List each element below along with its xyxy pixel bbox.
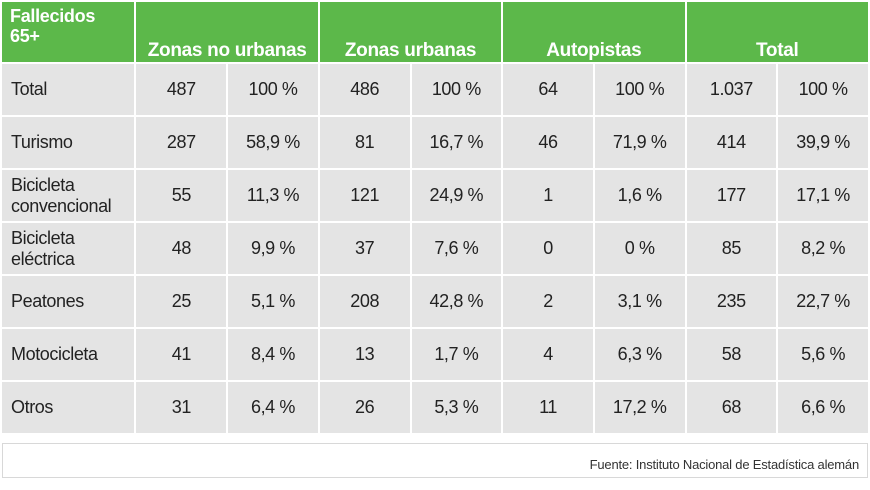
percent-cell: 6,6 %	[778, 382, 868, 433]
count-cell: 121	[319, 170, 410, 221]
count-cell: 208	[319, 276, 410, 327]
header-zonas-urbanas: Zonas urbanas	[319, 2, 502, 62]
percent-cell: 71,9 %	[594, 117, 685, 168]
percent-cell: 22,7 %	[778, 276, 868, 327]
table-footer: Fuente: Instituto Nacional de Estadístic…	[2, 443, 868, 478]
percent-cell: 42,8 %	[411, 276, 502, 327]
percent-cell: 58,9 %	[228, 117, 318, 168]
count-cell: 81	[319, 117, 410, 168]
table-row: Peatones 25 5,1 % 208 42,8 % 2 3,1 % 235 22,7 %	[2, 276, 868, 327]
row-label: Turismo	[2, 117, 135, 168]
count-cell: 55	[136, 170, 227, 221]
percent-cell: 16,7 %	[411, 117, 502, 168]
row-label: Motocicleta	[2, 329, 135, 380]
header-corner-line2: 65+	[10, 26, 40, 46]
percent-cell: 7,6 %	[411, 223, 502, 274]
table-header-row: Fallecidos 65+ Zonas no urbanas Zonas ur…	[2, 2, 868, 62]
percent-cell: 100 %	[411, 64, 502, 115]
count-cell: 46	[503, 117, 593, 168]
percent-cell: 100 %	[778, 64, 868, 115]
table-row: Otros 31 6,4 % 26 5,3 % 11 17,2 % 68 6,6 %	[2, 382, 868, 433]
count-cell: 58	[686, 329, 777, 380]
header-corner: Fallecidos 65+	[2, 2, 135, 62]
header-total: Total	[686, 2, 868, 62]
percent-cell: 0 %	[594, 223, 685, 274]
table-body: Total 487 100 % 486 100 % 64 100 % 1.037 100 % Tu…	[2, 64, 868, 433]
count-cell: 486	[319, 64, 410, 115]
count-cell: 235	[686, 276, 777, 327]
count-cell: 13	[319, 329, 410, 380]
count-cell: 64	[503, 64, 593, 115]
count-cell: 4	[503, 329, 593, 380]
percent-cell: 8,4 %	[228, 329, 318, 380]
count-cell: 487	[136, 64, 227, 115]
percent-cell: 5,6 %	[778, 329, 868, 380]
row-label: Bicicleta eléctrica	[2, 223, 135, 274]
fatalities-table: Fallecidos 65+ Zonas no urbanas Zonas ur…	[2, 2, 868, 433]
count-cell: 287	[136, 117, 227, 168]
percent-cell: 8,2 %	[778, 223, 868, 274]
table-row: Turismo 287 58,9 % 81 16,7 % 46 71,9 % 414 39,9 …	[2, 117, 868, 168]
count-cell: 26	[319, 382, 410, 433]
header-zonas-no-urbanas: Zonas no urbanas	[136, 2, 318, 62]
table-row: Total 487 100 % 486 100 % 64 100 % 1.037 100 %	[2, 64, 868, 115]
count-cell: 11	[503, 382, 593, 433]
count-cell: 85	[686, 223, 777, 274]
count-cell: 0	[503, 223, 593, 274]
count-cell: 1.037	[686, 64, 777, 115]
count-cell: 1	[503, 170, 593, 221]
source-note: Fuente: Instituto Nacional de Estadístic…	[589, 457, 860, 472]
percent-cell: 6,3 %	[594, 329, 685, 380]
percent-cell: 6,4 %	[228, 382, 318, 433]
percent-cell: 100 %	[228, 64, 318, 115]
percent-cell: 1,6 %	[594, 170, 685, 221]
header-corner-line1: Fallecidos	[10, 6, 96, 26]
count-cell: 414	[686, 117, 777, 168]
table-row: Bicicleta convencional 55 11,3 % 121 24,9 % 1…	[2, 170, 868, 221]
percent-cell: 1,7 %	[411, 329, 502, 380]
count-cell: 2	[503, 276, 593, 327]
percent-cell: 39,9 %	[778, 117, 868, 168]
count-cell: 68	[686, 382, 777, 433]
table-row: Bicicleta eléctrica 48 9,9 % 37 7,6 % 0 0 % 85 8…	[2, 223, 868, 274]
row-label: Otros	[2, 382, 135, 433]
percent-cell: 17,2 %	[594, 382, 685, 433]
percent-cell: 17,1 %	[778, 170, 868, 221]
row-label: Bicicleta convencional	[2, 170, 135, 221]
row-label: Total	[2, 64, 135, 115]
count-cell: 48	[136, 223, 227, 274]
percent-cell: 9,9 %	[228, 223, 318, 274]
count-cell: 25	[136, 276, 227, 327]
percent-cell: 100 %	[594, 64, 685, 115]
percent-cell: 5,1 %	[228, 276, 318, 327]
percent-cell: 24,9 %	[411, 170, 502, 221]
percent-cell: 3,1 %	[594, 276, 685, 327]
percent-cell: 11,3 %	[228, 170, 318, 221]
count-cell: 31	[136, 382, 227, 433]
count-cell: 41	[136, 329, 227, 380]
header-autopistas: Autopistas	[503, 2, 685, 62]
count-cell: 37	[319, 223, 410, 274]
count-cell: 177	[686, 170, 777, 221]
percent-cell: 5,3 %	[411, 382, 502, 433]
table-row: Motocicleta 41 8,4 % 13 1,7 % 4 6,3 % 58 5,6 %	[2, 329, 868, 380]
row-label: Peatones	[2, 276, 135, 327]
